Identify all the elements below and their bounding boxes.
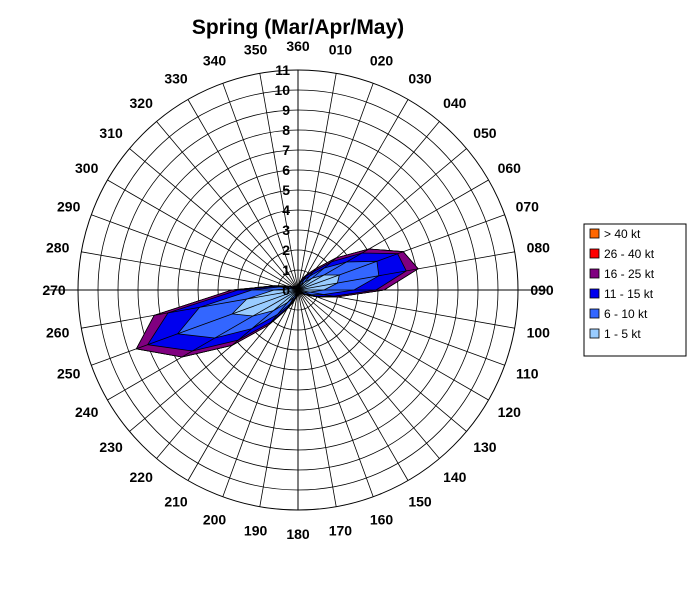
legend-swatch [589,228,600,239]
direction-spoke [297,289,515,329]
direction-label: 170 [329,522,353,538]
direction-labels: 360 0100200300400500600700800901001101201… [42,38,554,542]
direction-spoke [297,148,467,291]
direction-spoke [129,289,299,432]
direction-label: 090 [530,282,554,298]
direction-label: 300 [75,160,99,176]
direction-spoke [259,289,299,507]
radial-tick-label: 7 [282,142,290,158]
direction-label: 180 [286,526,310,542]
direction-spoke [297,121,440,291]
radial-tick-label: 9 [282,102,290,118]
radial-tick-label: 8 [282,122,290,138]
radial-tick-label: 0 [282,282,290,298]
direction-label: 010 [329,42,353,58]
legend-swatch [589,288,600,299]
legend-swatch [589,268,600,279]
direction-spoke [91,214,299,291]
direction-label: 060 [498,160,522,176]
direction-label: 250 [57,366,81,382]
direction-spoke [297,83,374,291]
direction-spoke [297,99,409,291]
direction-label: 130 [473,439,497,455]
radial-tick-label: 5 [282,182,290,198]
direction-spoke [259,73,299,291]
direction-label: 240 [75,404,99,420]
direction-label: 350 [244,42,268,58]
direction-label: 290 [57,199,81,215]
legend-label: 16 - 25 kt [604,267,655,281]
direction-label: 220 [130,469,154,485]
direction-label: 340 [203,53,227,69]
direction-spoke [107,179,299,291]
direction-label: 210 [164,493,188,509]
legend-label: 1 - 5 kt [604,327,641,341]
radial-tick-label: 10 [274,82,290,98]
direction-label: 020 [370,53,394,69]
radial-tick-labels: 0 1 2 3 4 5 6 7 8 9 10 11 [274,62,290,298]
direction-label: 270 [42,282,66,298]
direction-spoke [297,179,489,291]
direction-spoke [222,289,299,497]
radial-tick-label: 4 [282,202,290,218]
legend: > 40 kt 26 - 40 kt 16 - 25 kt 11 - 15 kt 6 -… [583,223,687,357]
direction-spoke [297,289,409,481]
direction-label: 230 [99,439,123,455]
direction-spoke [129,148,299,291]
direction-label: 190 [244,522,268,538]
legend-swatch [589,308,600,319]
direction-spoke [297,289,374,497]
direction-label: 150 [408,493,432,509]
radial-tick-label: 11 [275,62,290,78]
direction-spoke [297,289,467,432]
direction-label: 070 [516,199,540,215]
legend-label: 11 - 15 kt [604,287,654,301]
direction-spoke [222,83,299,291]
legend-label: 6 - 10 kt [604,307,648,321]
direction-label: 200 [203,511,227,527]
legend-swatch [589,328,600,339]
direction-spoke [81,289,299,329]
direction-spoke [156,289,299,459]
direction-label: 030 [408,71,432,87]
direction-label: 260 [46,324,70,340]
legend-box [583,223,687,357]
direction-label: 120 [498,404,522,420]
direction-spoke [107,289,299,401]
direction-label: 050 [473,125,497,141]
direction-label: 160 [370,511,394,527]
direction-spoke [297,251,515,291]
direction-label: 100 [527,324,551,340]
direction-label: 310 [99,125,123,141]
direction-label: 280 [46,240,70,256]
direction-spoke [297,214,505,291]
direction-label: 330 [164,71,188,87]
direction-spoke [297,289,489,401]
legend-label: > 40 kt [604,227,641,241]
direction-spoke [187,289,299,481]
direction-spoke [297,73,337,291]
direction-spoke [81,251,299,291]
radial-tick-label: 6 [282,162,290,178]
direction-label: 040 [443,95,467,111]
direction-label: 080 [527,240,551,256]
direction-label: 140 [443,469,467,485]
direction-spoke [156,121,299,291]
direction-label: 110 [516,366,539,382]
direction-spoke [187,99,299,291]
direction-spoke [297,289,337,507]
direction-label: 360 [286,38,310,54]
direction-label: 320 [130,95,154,111]
direction-spokes [78,70,518,510]
chart-title: Spring (Mar/Apr/May) [192,16,404,39]
direction-spoke [297,289,440,459]
legend-swatch [589,248,600,259]
radial-tick-label: 3 [282,222,290,238]
radial-tick-label: 1 [282,262,290,278]
direction-spoke [91,289,299,366]
radial-tick-label: 2 [282,242,290,258]
direction-spoke [297,289,505,366]
legend-label: 26 - 40 kt [604,247,655,261]
